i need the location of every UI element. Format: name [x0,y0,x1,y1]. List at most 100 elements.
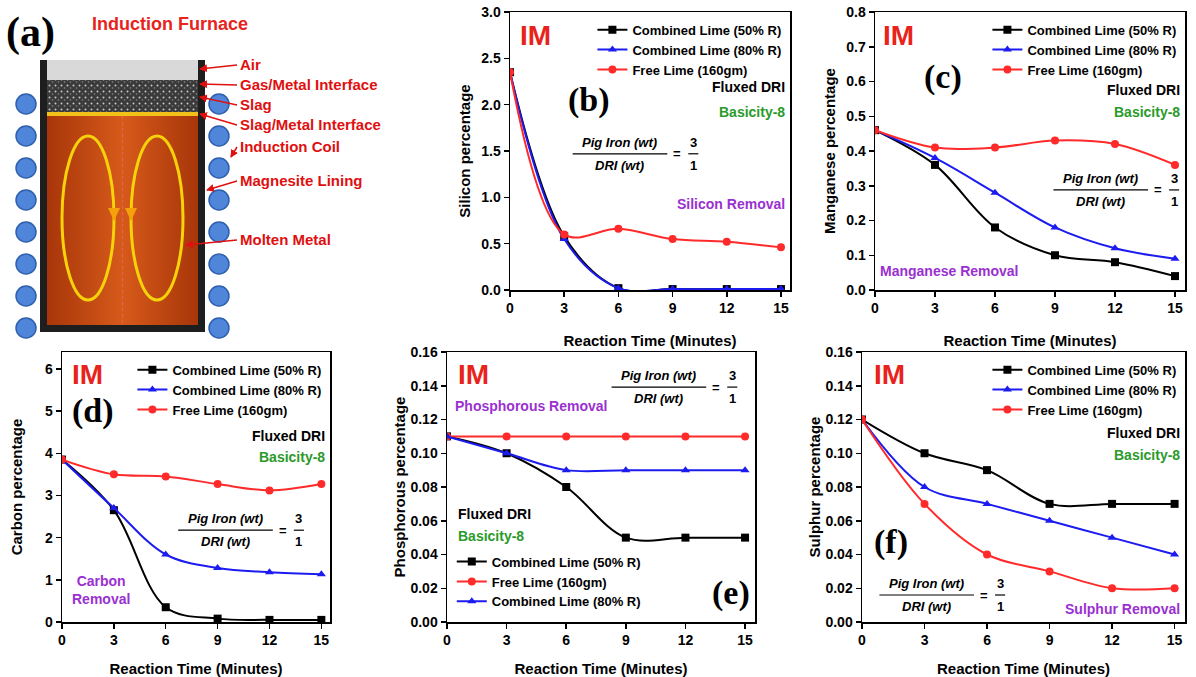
svg-text:0.12: 0.12 [410,411,437,427]
svg-text:0.6: 0.6 [846,73,866,89]
svg-text:IM: IM [520,20,551,51]
svg-text:Combined Lime (80% R): Combined Lime (80% R) [632,43,781,58]
svg-text:(f): (f) [874,523,908,561]
svg-text:1: 1 [690,158,697,173]
svg-text:6: 6 [991,300,999,316]
svg-text:Pig Iron (wt): Pig Iron (wt) [889,576,964,591]
svg-text:1: 1 [729,391,736,406]
svg-text:1: 1 [45,572,53,588]
svg-text:3: 3 [729,368,736,383]
svg-text:Pig Iron (wt): Pig Iron (wt) [188,511,263,526]
svg-text:Magnesite Lining: Magnesite Lining [240,172,363,189]
svg-text:6: 6 [614,300,622,316]
svg-text:0.02: 0.02 [825,580,852,596]
svg-text:Fluxed DRI: Fluxed DRI [252,428,325,444]
svg-text:Air: Air [240,56,261,73]
svg-text:Pig Iron (wt): Pig Iron (wt) [621,368,696,383]
svg-text:0.5: 0.5 [481,236,501,252]
svg-text:DRI (wt): DRI (wt) [595,158,644,173]
svg-text:Slag/Metal Interface: Slag/Metal Interface [240,116,381,133]
svg-text:0: 0 [58,632,66,648]
svg-text:0.0: 0.0 [481,282,501,298]
svg-text:=: = [1154,182,1162,197]
svg-text:(e): (e) [712,574,750,612]
svg-text:3: 3 [997,576,1004,591]
svg-text:3: 3 [931,300,939,316]
svg-text:(a): (a) [6,9,55,56]
svg-text:=: = [980,588,988,603]
svg-text:0.08: 0.08 [825,479,852,495]
svg-text:Basicity-8: Basicity-8 [259,449,325,465]
svg-text:15: 15 [737,632,753,648]
svg-text:Fluxed DRI: Fluxed DRI [458,506,531,522]
svg-text:1: 1 [997,599,1004,614]
svg-text:3.0: 3.0 [481,4,501,20]
svg-text:0.12: 0.12 [825,411,852,427]
svg-text:6: 6 [562,632,570,648]
svg-text:Combined Lime (80% R): Combined Lime (80% R) [172,383,321,398]
svg-text:6: 6 [983,632,991,648]
svg-text:DRI (wt): DRI (wt) [1076,194,1125,209]
svg-text:2: 2 [45,530,53,546]
svg-text:0.04: 0.04 [825,546,852,562]
svg-text:3: 3 [503,632,511,648]
svg-text:15: 15 [1167,300,1183,316]
svg-text:6: 6 [162,632,170,648]
svg-text:0.00: 0.00 [825,614,852,630]
svg-text:12: 12 [262,632,278,648]
svg-text:3: 3 [110,632,118,648]
svg-text:Basicity-8: Basicity-8 [1114,104,1180,120]
svg-text:3: 3 [1171,171,1178,186]
svg-text:DRI (wt): DRI (wt) [634,391,683,406]
svg-text:Pig Iron (wt): Pig Iron (wt) [1063,171,1138,186]
svg-text:Induction Furnace: Induction Furnace [92,14,248,34]
svg-text:9: 9 [1046,632,1054,648]
svg-text:0.4: 0.4 [846,143,866,159]
svg-text:Combined Lime (50% R): Combined Lime (50% R) [1027,363,1176,378]
svg-text:0.06: 0.06 [410,513,437,529]
svg-text:Manganese Removal: Manganese Removal [880,263,1019,279]
svg-text:0.14: 0.14 [825,378,852,394]
svg-text:3: 3 [690,135,697,150]
svg-text:3: 3 [921,632,929,648]
svg-text:1: 1 [1171,194,1178,209]
svg-text:Combined Lime (80% R): Combined Lime (80% R) [1027,43,1176,58]
svg-text:12: 12 [1107,300,1123,316]
svg-text:Reaction Time (Minutes): Reaction Time (Minutes) [943,332,1116,349]
svg-text:0: 0 [45,614,53,630]
svg-text:0.08: 0.08 [410,479,437,495]
svg-text:IM: IM [883,20,914,51]
svg-text:1: 1 [295,534,302,549]
svg-text:Basicity-8: Basicity-8 [458,528,524,544]
svg-text:DRI (wt): DRI (wt) [902,599,951,614]
svg-text:Reaction Time (Minutes): Reaction Time (Minutes) [563,332,736,349]
svg-text:0.0: 0.0 [846,282,866,298]
svg-text:0.16: 0.16 [825,344,852,360]
svg-text:12: 12 [678,632,694,648]
svg-text:=: = [673,146,681,161]
svg-text:3: 3 [560,300,568,316]
svg-text:9: 9 [214,632,222,648]
svg-text:2.5: 2.5 [481,50,501,66]
svg-text:0: 0 [443,632,451,648]
svg-text:Free Lime (160gm): Free Lime (160gm) [492,575,607,590]
svg-text:0.3: 0.3 [846,178,866,194]
svg-text:Combined Lime (50% R): Combined Lime (50% R) [632,23,781,38]
svg-text:Phosphorous percentage: Phosphorous percentage [391,397,408,578]
svg-text:9: 9 [622,632,630,648]
svg-text:12: 12 [719,300,735,316]
svg-text:0.16: 0.16 [410,344,437,360]
svg-text:Free Lime (160gm): Free Lime (160gm) [632,63,747,78]
svg-text:Induction Coil: Induction Coil [240,138,340,155]
svg-text:(c): (c) [924,58,962,96]
svg-text:Combined Lime (80% R): Combined Lime (80% R) [492,594,641,609]
svg-text:(b): (b) [568,81,610,119]
svg-text:=: = [712,380,720,395]
svg-text:5: 5 [45,403,53,419]
svg-text:Combined Lime (50% R): Combined Lime (50% R) [1027,23,1176,38]
svg-text:0: 0 [506,300,514,316]
svg-text:0.14: 0.14 [410,378,437,394]
svg-text:Free Lime (160gm): Free Lime (160gm) [172,403,287,418]
svg-text:Phosphorous Removal: Phosphorous Removal [455,398,607,414]
svg-text:Manganese percentage: Manganese percentage [821,68,838,234]
